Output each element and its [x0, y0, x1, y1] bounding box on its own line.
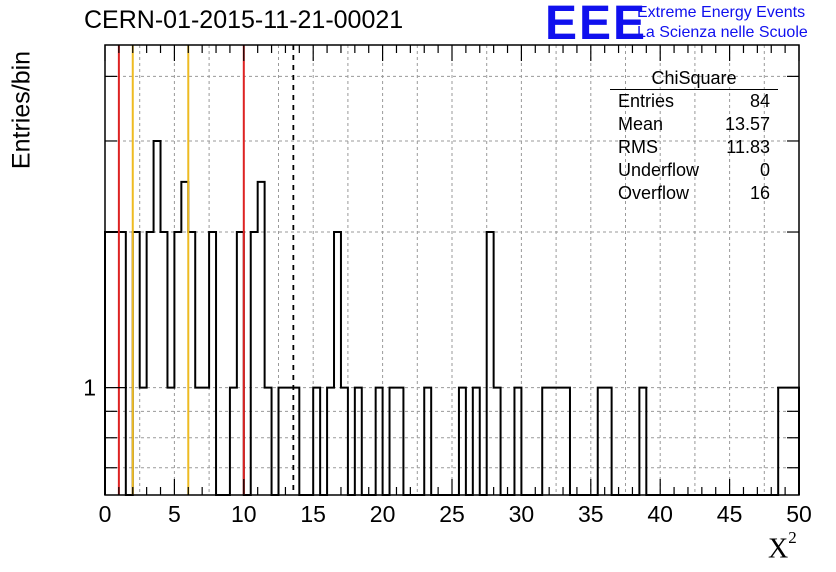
histogram-bin: [258, 182, 265, 495]
histogram-bin: [112, 232, 119, 495]
histogram-bin: [181, 182, 188, 495]
histogram-bin: [556, 388, 563, 495]
histogram-bin: [174, 232, 181, 495]
stats-box: ChiSquare Entries 84 Mean 13.57 RMS 11.83 U…: [610, 68, 778, 205]
histogram-bin: [230, 388, 237, 495]
histogram-bin: [514, 388, 521, 495]
x-axis-label-exponent: 2: [788, 528, 797, 547]
histogram-bin: [459, 388, 466, 495]
stats-value: 13.57: [724, 114, 770, 134]
stats-label: Overflow: [618, 183, 690, 203]
stats-row-rms: RMS 11.83: [610, 136, 778, 159]
histogram-bin: [285, 388, 292, 495]
histogram-bin: [167, 388, 174, 495]
histogram-bin: [549, 388, 556, 495]
reference-lines: [117, 45, 295, 495]
histogram-bin: [605, 388, 612, 495]
histogram-bin: [355, 388, 362, 495]
x-tick-label: 10: [231, 501, 257, 527]
x-axis-label: X2: [768, 528, 797, 565]
histogram-bin: [119, 232, 126, 495]
y-axis-label: Entries/bin: [7, 50, 36, 170]
histogram-bin: [202, 388, 209, 495]
x-tick-label: 0: [99, 501, 112, 527]
histogram-bin: [390, 388, 397, 495]
stats-row-mean: Mean 13.57: [610, 113, 778, 136]
stats-value: 11.83: [726, 137, 770, 157]
x-tick-label: 35: [578, 501, 604, 527]
histogram-bin: [251, 232, 258, 495]
histogram-outline: [104, 139, 800, 496]
grid: [105, 45, 799, 495]
histogram-bin: [140, 388, 147, 495]
stats-row-overflow: Overflow 16: [610, 182, 778, 205]
histogram-bin: [785, 388, 792, 495]
histogram-bin: [195, 388, 202, 495]
histogram-bin: [161, 232, 168, 495]
histogram-bin: [778, 388, 785, 495]
histogram-bin: [188, 232, 195, 495]
histogram-bin: [639, 388, 646, 495]
histogram-bin: [473, 388, 480, 495]
histogram-bin: [105, 232, 112, 495]
stats-value: 84: [749, 91, 770, 111]
axis-ticks: [104, 45, 800, 495]
histogram-bin: [237, 232, 244, 495]
x-tick-label: 5: [168, 501, 181, 527]
stats-value: 16: [749, 183, 770, 203]
histogram-bin: [147, 232, 154, 495]
chart-title: CERN-01-2015-11-21-00021: [84, 6, 404, 34]
eee-logo: EEE: [545, 0, 648, 50]
brand-text: Extreme Energy Events La Scienza nelle S…: [637, 3, 808, 43]
stats-label: Mean: [618, 114, 664, 134]
histogram-bin: [487, 232, 494, 495]
stats-title: ChiSquare: [610, 68, 778, 90]
histogram-bin: [209, 232, 216, 495]
x-tick-label: 25: [439, 501, 465, 527]
histogram-bin: [313, 388, 320, 495]
tick-labels: 0 5 10 15 20 25 30 35 40 45 50 1: [83, 375, 812, 527]
histogram-bin: [563, 388, 570, 495]
x-tick-label: 50: [786, 501, 812, 527]
stats-label: Underflow: [618, 160, 700, 180]
histogram-bin: [494, 388, 501, 495]
histogram-bin: [334, 232, 341, 495]
y-tick-label: 1: [83, 375, 96, 401]
stats-row-underflow: Underflow 0: [610, 159, 778, 182]
stats-label: RMS: [618, 137, 658, 157]
x-tick-label: 40: [647, 501, 673, 527]
x-tick-label: 20: [370, 501, 396, 527]
histogram-bin: [598, 388, 605, 495]
histogram-bin: [341, 388, 348, 495]
x-tick-label: 30: [509, 501, 535, 527]
brand-line-1: Extreme Energy Events: [637, 4, 806, 21]
histogram-bin: [279, 388, 286, 495]
stats-label: Entries: [618, 91, 675, 111]
histogram: [104, 139, 800, 496]
histogram-bin: [542, 388, 549, 495]
stats-row-entries: Entries 84: [610, 90, 778, 113]
histogram-bin: [327, 388, 334, 495]
brand-line-2: La Scienza nelle Scuole: [637, 24, 808, 41]
histogram-bin: [424, 388, 431, 495]
stats-value: 0: [759, 160, 770, 180]
histogram-bin: [396, 388, 403, 495]
histogram-bin: [154, 141, 161, 495]
histogram-bin: [792, 388, 799, 495]
histogram-bin: [376, 388, 383, 495]
x-axis-label-text: X: [768, 533, 789, 565]
x-tick-label: 45: [717, 501, 743, 527]
histogram-bin: [133, 232, 140, 495]
x-tick-label: 15: [300, 501, 326, 527]
histogram-bin: [265, 388, 272, 495]
